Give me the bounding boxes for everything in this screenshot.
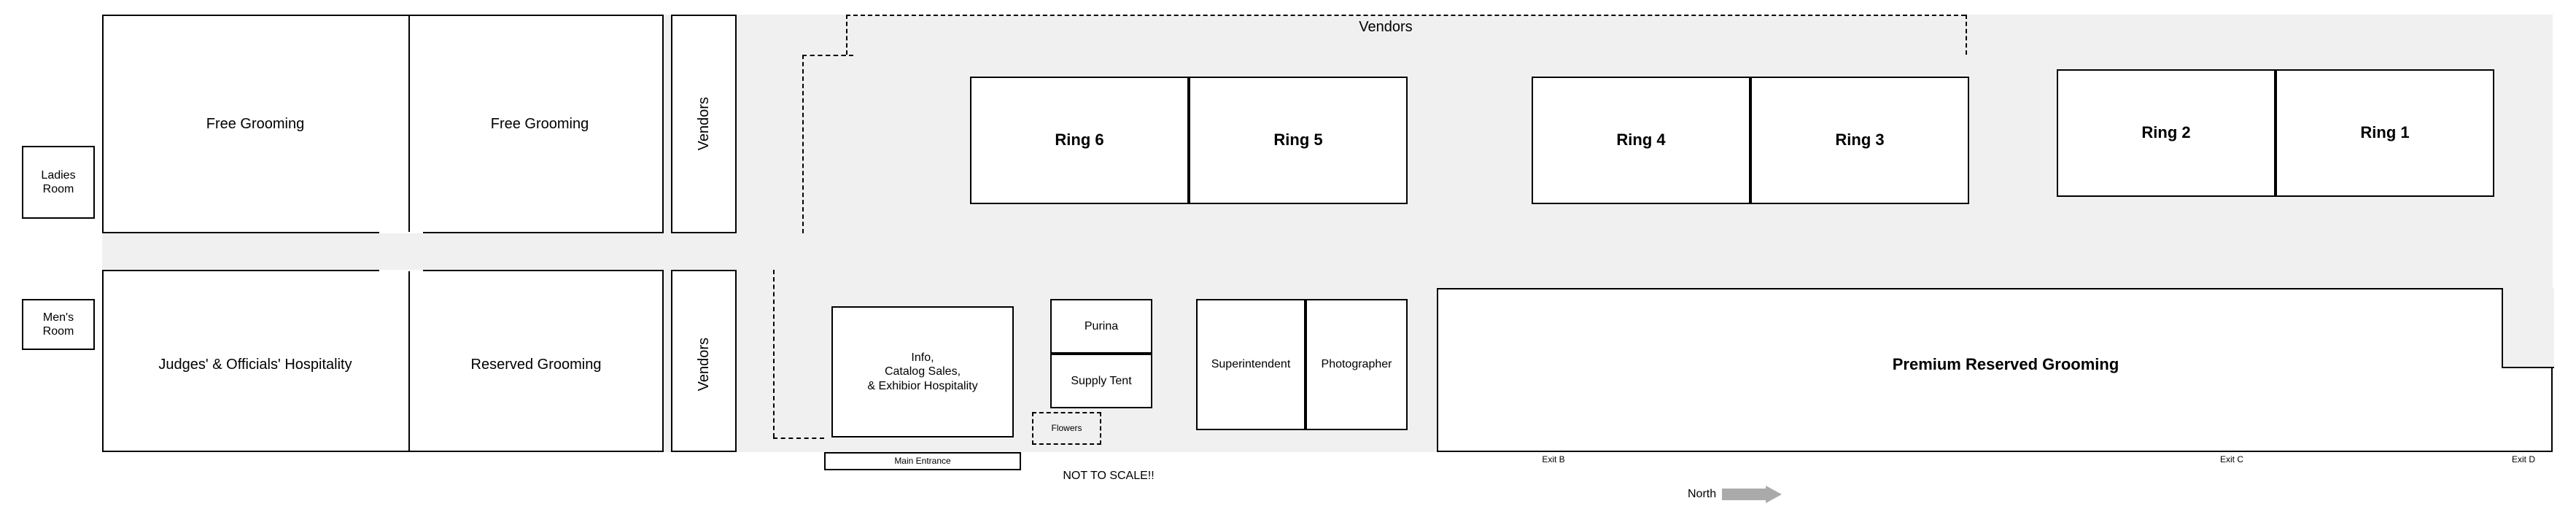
flowers: Flowers bbox=[1032, 412, 1101, 445]
superintendent-label: Superintendent bbox=[1211, 357, 1291, 371]
free-grooming-2-label: Free Grooming bbox=[491, 115, 589, 133]
ladies-room: Ladies Room bbox=[22, 146, 95, 219]
reserved-grooming: Reserved Grooming bbox=[423, 350, 649, 379]
ring-4-label: Ring 4 bbox=[1616, 131, 1665, 149]
ring-6-label: Ring 6 bbox=[1055, 131, 1103, 149]
dashed-bottom-step bbox=[773, 438, 824, 439]
mens-room-label: Men's Room bbox=[26, 311, 90, 338]
dashed-right-of-vendors-top bbox=[802, 55, 804, 233]
dashed-right-of-vendors-bottom bbox=[773, 270, 775, 438]
north-arrow-head bbox=[1766, 486, 1782, 503]
vendors-top-step2 bbox=[802, 55, 846, 56]
exit-b-label: Exit B bbox=[1542, 454, 1564, 464]
exit-d: Exit D bbox=[2494, 452, 2553, 467]
photographer-label: Photographer bbox=[1322, 357, 1392, 371]
main-entrance-label: Main Entrance bbox=[894, 456, 950, 466]
premium-reserved-label-wrap: Premium Reserved Grooming bbox=[1677, 350, 2334, 379]
vendors-strip-bottom-label-wrap: Vendors bbox=[682, 314, 726, 416]
free-grooming-1: Free Grooming bbox=[131, 109, 379, 139]
not-to-scale-label: NOT TO SCALE!! bbox=[1063, 469, 1154, 483]
premium-notch bbox=[2502, 288, 2554, 368]
north-label: North bbox=[1688, 487, 1716, 501]
ring-4: Ring 4 bbox=[1532, 77, 1750, 204]
ring-2: Ring 2 bbox=[2057, 69, 2276, 197]
mens-room: Men's Room bbox=[22, 299, 95, 350]
top-left-building-bottom-right bbox=[423, 232, 664, 233]
not-to-scale: NOT TO SCALE!! bbox=[1036, 467, 1182, 485]
free-grooming-2: Free Grooming bbox=[438, 109, 642, 139]
top-left-interior-divider bbox=[408, 16, 410, 232]
photographer: Photographer bbox=[1306, 299, 1408, 430]
north-arrow-stem bbox=[1722, 489, 1766, 500]
main-entrance: Main Entrance bbox=[824, 452, 1021, 470]
bottom-left-building-top-left bbox=[102, 270, 379, 271]
bottom-left-interior-divider bbox=[408, 271, 410, 451]
ring-3-label: Ring 3 bbox=[1835, 131, 1884, 149]
vendors-strip-top-label: Vendors bbox=[695, 97, 713, 150]
vendors-top-label: Vendors bbox=[1313, 16, 1459, 38]
ring-5-label: Ring 5 bbox=[1273, 131, 1322, 149]
north-indicator: North bbox=[1685, 481, 1831, 507]
exit-d-label: Exit D bbox=[2512, 454, 2535, 464]
ring-1: Ring 1 bbox=[2276, 69, 2494, 197]
vendors-top-right-drop bbox=[1966, 15, 1967, 55]
ring-3: Ring 3 bbox=[1750, 77, 1969, 204]
flowers-label: Flowers bbox=[1051, 423, 1082, 433]
ladies-room-label: Ladies Room bbox=[26, 168, 90, 196]
premium-reserved-label: Premium Reserved Grooming bbox=[1893, 355, 2119, 374]
ring-5: Ring 5 bbox=[1189, 77, 1408, 204]
purina: Purina bbox=[1050, 299, 1152, 354]
supply-tent-label: Supply Tent bbox=[1071, 374, 1131, 388]
info-building: Info, Catalog Sales, & Exhibior Hospital… bbox=[831, 306, 1014, 438]
ring-6: Ring 6 bbox=[970, 77, 1189, 204]
vendors-strip-top-label-wrap: Vendors bbox=[682, 73, 726, 175]
exit-c: Exit C bbox=[2203, 452, 2261, 467]
ring-1-label: Ring 1 bbox=[2360, 123, 2409, 142]
reserved-grooming-label: Reserved Grooming bbox=[471, 356, 602, 373]
ring-2-label: Ring 2 bbox=[2141, 123, 2190, 142]
vendors-top-text: Vendors bbox=[1359, 18, 1412, 36]
top-left-building-bottom-left bbox=[102, 232, 379, 233]
superintendent: Superintendent bbox=[1196, 299, 1306, 430]
vendors-top-left-drop bbox=[846, 15, 847, 55]
exit-c-label: Exit C bbox=[2220, 454, 2243, 464]
judges-hospitality: Judges' & Officials' Hospitality bbox=[120, 350, 390, 379]
bottom-left-building-top-right bbox=[423, 270, 664, 271]
info-building-label: Info, Catalog Sales, & Exhibior Hospital… bbox=[867, 351, 977, 393]
vendors-strip-bottom-label: Vendors bbox=[695, 338, 713, 391]
exit-b: Exit B bbox=[1524, 452, 1583, 467]
judges-hospitality-label: Judges' & Officials' Hospitality bbox=[158, 356, 352, 373]
supply-tent: Supply Tent bbox=[1050, 354, 1152, 408]
free-grooming-1-label: Free Grooming bbox=[206, 115, 305, 133]
purina-label: Purina bbox=[1085, 319, 1118, 333]
